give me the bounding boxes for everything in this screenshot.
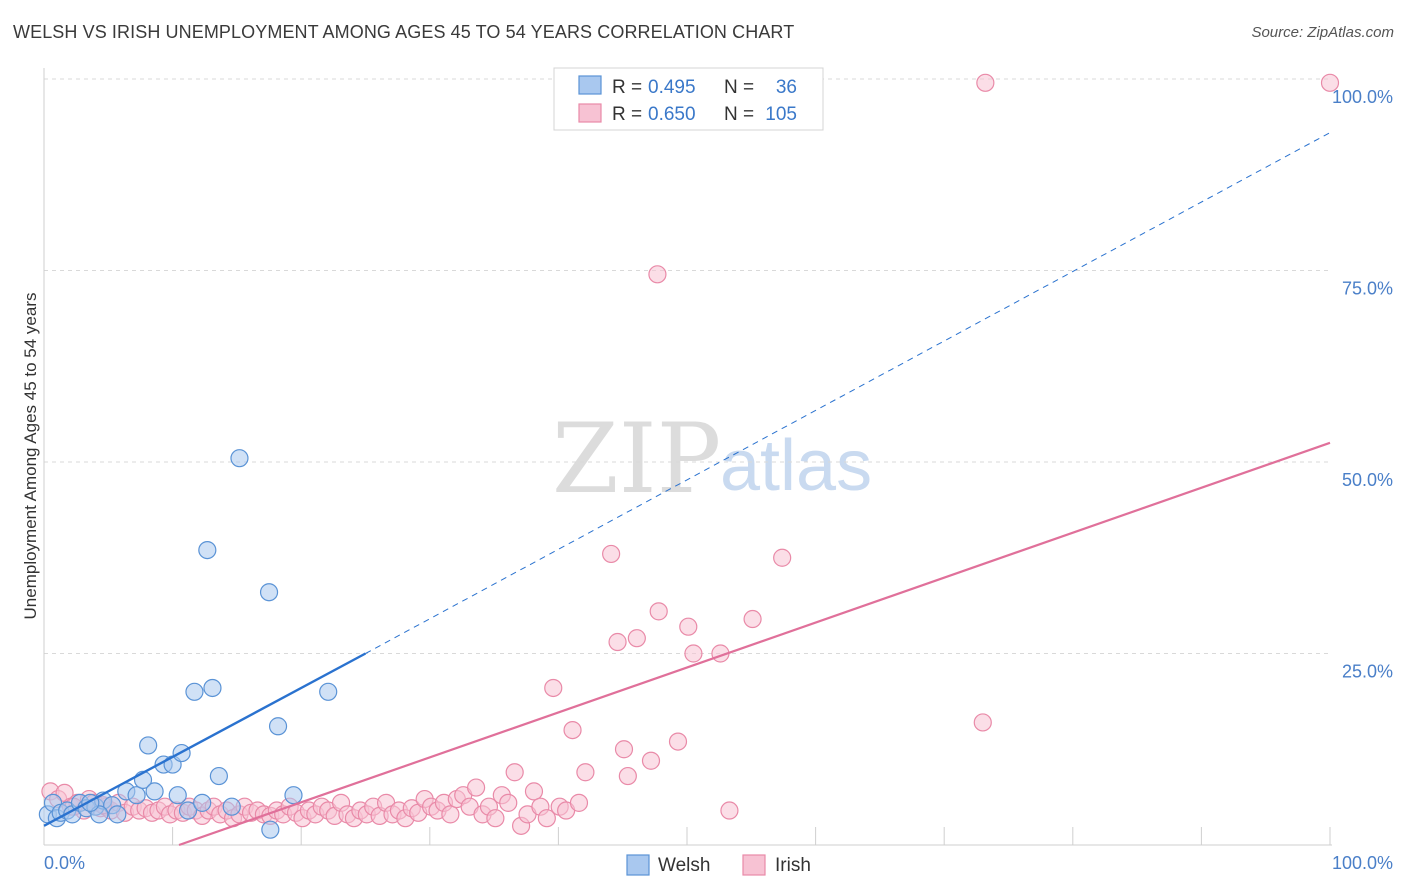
irish-point-91 [648,265,667,284]
legend-n-label-irish: N = [724,104,754,125]
welsh-point-15 [139,736,158,755]
irish-point-94 [679,617,698,636]
y-tick-label-50: 50.0% [1342,470,1393,490]
irish-point-101 [976,73,995,92]
welsh-point-19 [168,786,187,805]
irish-point-78 [537,809,556,828]
trend-lines [43,132,1331,847]
watermark-atlas: atlas [720,426,872,506]
y-tick-label-100: 100.0% [1332,87,1393,107]
irish-point-102 [1320,73,1340,92]
welsh-point-23 [193,793,212,812]
legend-n-value-irish: 105 [765,104,797,125]
welsh-point-24 [198,540,217,560]
welsh-trend-extension [365,132,1331,654]
welsh-point-21 [178,801,198,820]
irish-point-98 [743,609,762,629]
irish-point-93 [668,732,688,751]
chart-title: WELSH VS IRISH UNEMPLOYMENT AMONG AGES 4… [13,22,795,42]
y-axis-label: Unemployment Among Ages 45 to 54 years [21,293,40,620]
irish-point-97 [720,801,739,820]
welsh-point-31 [261,820,280,839]
legend-n-value-welsh: 36 [776,77,797,98]
bottom-legend-swatch-irish [742,854,766,876]
welsh-point-11 [108,805,127,824]
bottom-legend-swatch-welsh [626,854,650,876]
welsh-point-29 [259,583,279,602]
series-legend: Welsh Irish [626,854,811,876]
irish-point-63 [441,805,460,824]
irish-point-95 [684,644,703,663]
irish-point-79 [544,678,563,698]
irish-series [41,73,1340,835]
y-tick-label-25: 25.0% [1342,662,1393,682]
watermark-zip: ZIP [552,403,721,515]
irish-point-92 [649,602,668,621]
x-tick-label-1: 100.0% [1332,853,1393,873]
welsh-point-28 [230,449,249,468]
welsh-point-13 [127,786,146,805]
legend-r-label-welsh: R = [612,77,642,98]
bottom-legend-label-welsh: Welsh [658,855,710,876]
legend-r-value-irish: 0.650 [648,104,696,125]
legend-swatch-welsh [578,75,602,95]
irish-point-82 [563,720,582,740]
irish-point-84 [576,763,595,782]
welsh-point-22 [185,682,204,701]
y-tick-labels: 100.0% 75.0% 50.0% 25.0% [1332,87,1393,682]
x-axis-ticks [172,827,1331,845]
welsh-point-32 [284,786,303,805]
irish-point-100 [973,713,992,732]
horizontal-gridlines [44,78,1330,654]
irish-point-85 [602,544,621,564]
irish-point-88 [618,766,637,786]
irish-point-70 [486,809,505,828]
irish-point-87 [614,740,634,759]
welsh-point-26 [209,766,228,786]
welsh-trend-line [43,652,367,827]
welsh-point-33 [319,682,338,701]
irish-point-90 [641,751,661,770]
legend-n-label-welsh: N = [724,77,754,98]
irish-trend-line [178,441,1331,847]
correlation-legend: R = 0.495 N = 36 R = 0.650 N = 105 [553,67,824,131]
chart-source: Source: ZipAtlas.com [1251,24,1394,41]
irish-point-83 [569,793,589,812]
y-tick-label-75: 75.0% [1342,279,1393,299]
irish-point-72 [499,793,518,812]
welsh-point-30 [268,717,288,736]
irish-point-86 [608,632,627,652]
irish-point-73 [505,763,524,782]
irish-point-76 [524,782,544,801]
legend-swatch-irish [578,103,602,123]
legend-r-label-irish: R = [612,104,642,125]
irish-point-89 [627,629,646,648]
irish-point-99 [773,548,792,567]
x-tick-label-0: 0.0% [44,853,85,873]
bottom-legend-label-irish: Irish [775,855,811,876]
welsh-point-27 [222,797,241,816]
legend-r-value-welsh: 0.495 [648,77,696,98]
welsh-point-25 [203,678,222,698]
irish-point-67 [466,778,486,797]
welsh-series [38,449,338,839]
welsh-point-16 [145,782,164,801]
